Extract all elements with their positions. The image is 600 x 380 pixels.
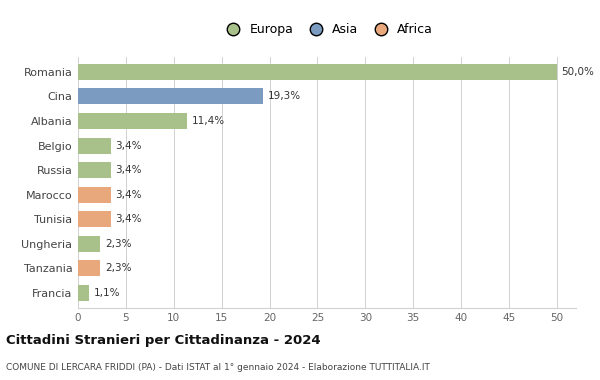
Text: 11,4%: 11,4%: [192, 116, 225, 126]
Text: 2,3%: 2,3%: [105, 239, 131, 249]
Bar: [78, 211, 110, 227]
Text: 1,1%: 1,1%: [94, 288, 120, 298]
Text: 2,3%: 2,3%: [105, 263, 131, 274]
Bar: [78, 236, 100, 252]
Bar: [78, 187, 110, 203]
Text: 50,0%: 50,0%: [562, 67, 595, 77]
Text: 3,4%: 3,4%: [115, 141, 142, 150]
Text: COMUNE DI LERCARA FRIDDI (PA) - Dati ISTAT al 1° gennaio 2024 - Elaborazione TUT: COMUNE DI LERCARA FRIDDI (PA) - Dati IST…: [6, 364, 430, 372]
Bar: [78, 113, 187, 129]
Bar: [78, 64, 557, 80]
Text: 19,3%: 19,3%: [268, 91, 301, 101]
Bar: [78, 138, 110, 154]
Bar: [78, 285, 89, 301]
Bar: [78, 162, 110, 178]
Bar: [78, 89, 263, 105]
Bar: [78, 260, 100, 277]
Legend: Europa, Asia, Africa: Europa, Asia, Africa: [218, 21, 436, 39]
Text: 3,4%: 3,4%: [115, 190, 142, 200]
Text: Cittadini Stranieri per Cittadinanza - 2024: Cittadini Stranieri per Cittadinanza - 2…: [6, 334, 320, 347]
Text: 3,4%: 3,4%: [115, 214, 142, 224]
Text: 3,4%: 3,4%: [115, 165, 142, 175]
